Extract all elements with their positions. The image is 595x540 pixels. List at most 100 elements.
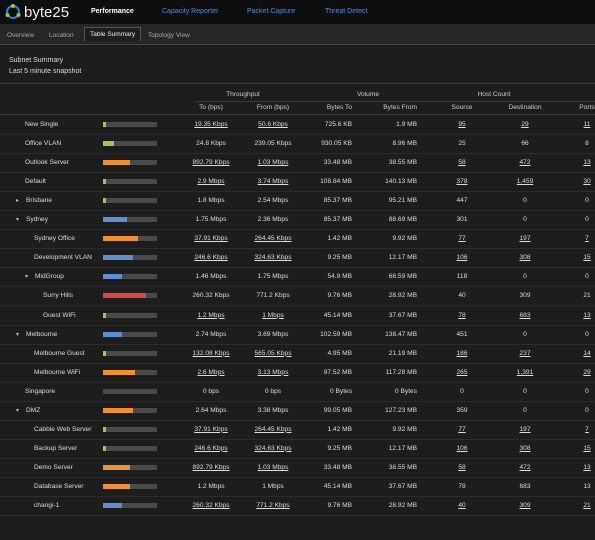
cell[interactable]: 95	[458, 121, 466, 128]
nav-tab[interactable]: Threat Detect	[325, 8, 368, 15]
cell[interactable]: 308	[519, 444, 531, 452]
table-row[interactable]	[0, 439, 595, 459]
cell[interactable]: 237	[519, 349, 531, 357]
table-row[interactable]	[0, 363, 595, 383]
table-row[interactable]	[0, 172, 595, 193]
cell[interactable]: 58	[458, 463, 466, 471]
cell[interactable]: 7	[585, 235, 589, 243]
divider	[0, 83, 595, 84]
cell[interactable]: 1.03 Mbps	[257, 159, 289, 167]
cell[interactable]: 13	[583, 311, 591, 319]
sub-tab[interactable]: Table Summary	[84, 27, 142, 41]
cell[interactable]: 15	[583, 444, 591, 452]
cell[interactable]: 472	[519, 463, 531, 471]
cell[interactable]: 106	[456, 444, 468, 452]
cell[interactable]: 30	[583, 178, 591, 186]
cell[interactable]: 21	[583, 502, 591, 509]
nav-tab[interactable]: Capacity Reporter	[162, 8, 219, 15]
cell[interactable]: 1 Mbps	[262, 311, 284, 319]
cell[interactable]: 15	[583, 254, 591, 262]
expander[interactable]: ▸	[16, 198, 20, 205]
table-row[interactable]	[0, 191, 595, 212]
table-row[interactable]	[0, 382, 595, 402]
table-row[interactable]	[0, 153, 595, 174]
table-row[interactable]	[0, 210, 595, 231]
cell[interactable]: 37.91 Kbps	[194, 425, 228, 433]
cell[interactable]: 264.45 Kbps	[254, 425, 292, 433]
nav-tab[interactable]: Performance	[91, 8, 134, 15]
cell: 1.75 Mbps	[195, 216, 227, 224]
cell[interactable]: 378	[456, 178, 468, 186]
table-row[interactable]	[0, 496, 595, 516]
table-row[interactable]	[0, 229, 595, 250]
table-row[interactable]	[0, 401, 595, 421]
table-row[interactable]	[0, 286, 595, 307]
cell[interactable]: 260.32 Kbps	[192, 502, 230, 509]
cell[interactable]: 106	[456, 254, 468, 262]
cell[interactable]: 683	[519, 311, 531, 319]
cell[interactable]: 7	[585, 425, 589, 433]
cell[interactable]: 246.6 Kbps	[194, 444, 228, 452]
table-row[interactable]	[0, 248, 595, 269]
cell[interactable]: 13	[583, 463, 591, 471]
sub-tab[interactable]: Location	[49, 32, 74, 39]
cell[interactable]: 3.13 Mbps	[257, 368, 289, 376]
sub-tab[interactable]: Overview	[7, 32, 35, 39]
expander[interactable]: ▾	[16, 407, 20, 414]
cell[interactable]: 14	[583, 349, 591, 357]
table-row[interactable]	[0, 344, 595, 364]
cell[interactable]: 246.6 Kbps	[194, 254, 228, 262]
usage-bar	[103, 255, 133, 261]
cell[interactable]: 29	[521, 121, 529, 128]
cell[interactable]: 132.08 Kbps	[192, 349, 230, 357]
cell[interactable]: 186	[456, 349, 468, 357]
cell[interactable]: 50.6 Kbps	[258, 121, 288, 128]
cell[interactable]: 77	[458, 425, 466, 433]
cell[interactable]: 264.45 Kbps	[254, 235, 292, 243]
cell[interactable]: 78	[458, 311, 466, 319]
cell[interactable]: 892.79 Kbps	[192, 463, 230, 471]
cell[interactable]: 58	[458, 159, 466, 167]
usage-bar	[103, 331, 122, 337]
table-row[interactable]	[0, 325, 595, 345]
cell[interactable]: 11	[583, 121, 591, 128]
cell[interactable]: 37.91 Kbps	[194, 235, 228, 243]
cell[interactable]: 771.2 Kbps	[256, 502, 290, 509]
table-row[interactable]	[0, 306, 595, 326]
table-row[interactable]	[0, 420, 595, 440]
cell[interactable]: 197	[519, 235, 531, 243]
cell[interactable]: 309	[519, 502, 531, 509]
cell[interactable]: 77	[458, 235, 466, 243]
expander[interactable]: ▾	[16, 331, 20, 338]
cell[interactable]: 197	[519, 425, 531, 433]
table-row[interactable]	[0, 477, 595, 497]
cell[interactable]: 265	[456, 368, 468, 376]
cell[interactable]: 1.2 Mbps	[197, 311, 225, 319]
table-row[interactable]	[0, 267, 595, 288]
cell[interactable]: 29	[583, 368, 591, 376]
sub-tab[interactable]: Topology View	[148, 32, 190, 39]
expander[interactable]: ▾	[16, 217, 20, 224]
cell[interactable]: 13	[583, 159, 591, 167]
expander[interactable]: ▾	[25, 274, 29, 281]
cell[interactable]: 40	[458, 502, 466, 509]
cell[interactable]: 324.63 Kbps	[254, 444, 292, 452]
table-row[interactable]	[0, 115, 595, 135]
cell[interactable]: 2.9 Mbps	[197, 178, 225, 186]
cell[interactable]: 2.6 Mbps	[197, 368, 225, 376]
cell[interactable]: 308	[519, 254, 531, 262]
table-row[interactable]	[0, 458, 595, 478]
cell[interactable]: 892.79 Kbps	[192, 159, 230, 167]
cell[interactable]: 472	[519, 159, 531, 167]
table-row[interactable]	[0, 134, 595, 155]
column-header: Destination	[508, 104, 542, 111]
cell[interactable]: 1,391	[516, 368, 534, 376]
cell[interactable]: 565.05 Kbps	[254, 349, 292, 357]
cell[interactable]: 324.63 Kbps	[254, 254, 292, 262]
cell[interactable]: 19.35 Kbps	[194, 121, 228, 128]
cell[interactable]: 3.74 Mbps	[257, 178, 289, 186]
nav-tab[interactable]: Packet Capture	[247, 8, 296, 15]
cell[interactable]: 1.03 Mbps	[257, 463, 289, 471]
cell: 1.8 Mbps	[197, 197, 225, 205]
cell[interactable]: 1,459	[516, 178, 534, 186]
